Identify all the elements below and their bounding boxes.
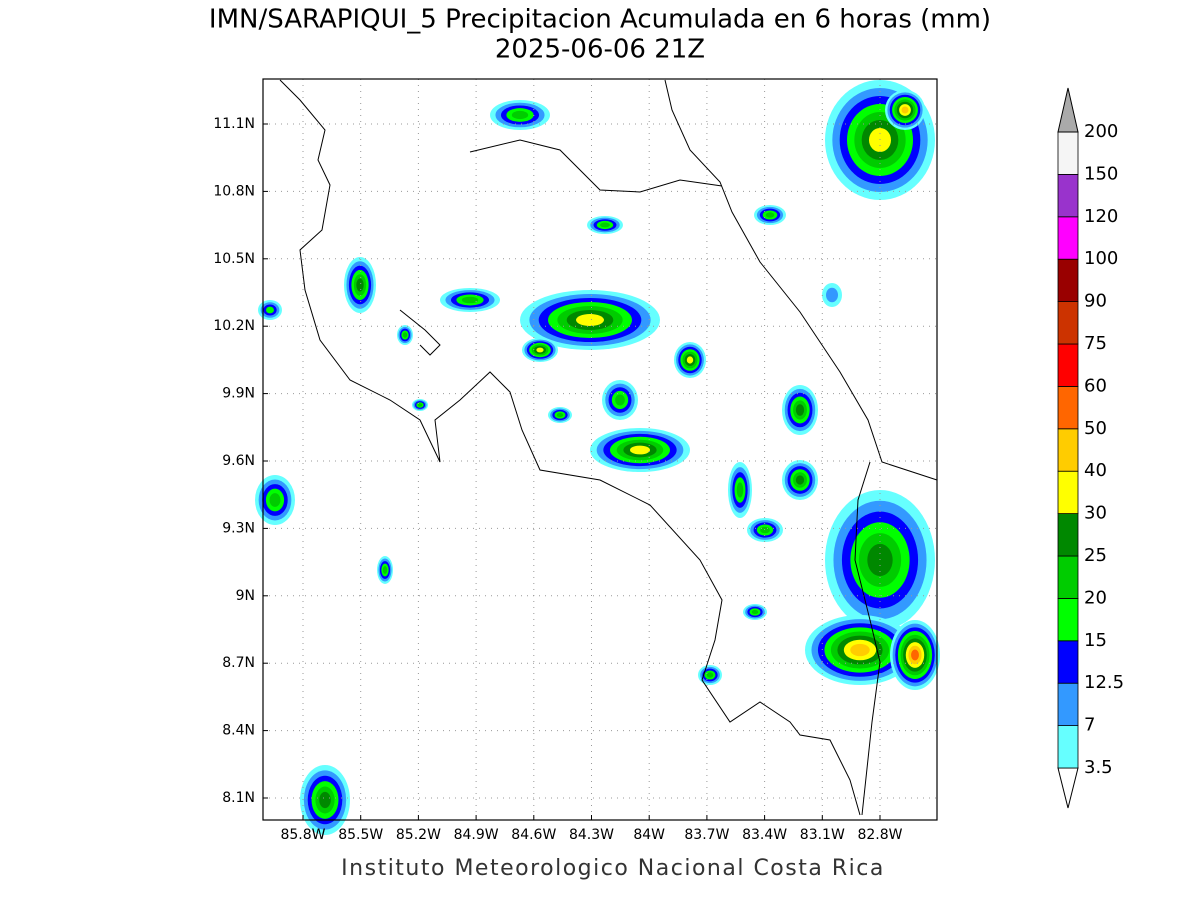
precip-contour [751, 609, 759, 615]
lon-label: 83.7W [684, 827, 729, 843]
colorbar-box [1057, 513, 1079, 557]
colorbar-label: 120 [1084, 206, 1118, 227]
precip-contour [461, 296, 479, 304]
colorbar-label: 100 [1084, 248, 1118, 269]
precip-contour [266, 306, 274, 314]
lon-label: 84.6W [511, 827, 556, 843]
colorbar-box [1057, 131, 1079, 175]
lon-label: 84W [633, 827, 665, 843]
colorbar-box [1057, 598, 1079, 642]
title: IMN/SARAPIQUI_5 Precipitacion Acumulada … [209, 5, 991, 35]
precip-contour [417, 403, 423, 407]
colorbar-box [1057, 343, 1079, 387]
precip-contour [319, 791, 331, 809]
colorbar-label: 150 [1084, 163, 1118, 184]
axis-labels: 11.1N 10.8N 10.5N 10.2N 9.9N 9.6N 9.3N 9N 8.7N 8.… [213, 116, 902, 843]
lat-label: 8.1N [222, 790, 255, 806]
colorbar-box [1057, 385, 1079, 430]
precip-contour [706, 672, 714, 678]
lon-label: 85.8W [280, 827, 325, 843]
lat-label: 8.4N [222, 723, 255, 739]
colorbar-label: 30 [1084, 503, 1107, 524]
precip-contour [382, 566, 388, 574]
colorbar-label: 50 [1084, 418, 1107, 439]
lat-label: 11.1N [213, 116, 255, 132]
precip-contour [826, 287, 838, 303]
lon-label: 83.1W [800, 827, 845, 843]
colorbar-label: 25 [1084, 545, 1107, 566]
precip-contour [795, 475, 805, 485]
colorbar-under [1057, 767, 1079, 809]
precip-contour [556, 412, 564, 418]
lat-label: 9.9N [222, 386, 255, 402]
panama-border [854, 461, 881, 816]
lat-label: 10.5N [213, 251, 255, 267]
precip-contour [901, 106, 909, 114]
lon-label: 85.5W [338, 827, 383, 843]
map-frame [262, 78, 938, 821]
colorbar-box [1057, 216, 1079, 260]
lat-label: 10.2N [213, 318, 255, 334]
colorbar-box [1057, 301, 1079, 345]
colorbar-label: 40 [1084, 460, 1107, 481]
lon-label: 82.8W [857, 827, 902, 843]
lat-label: 9.3N [222, 520, 255, 536]
colorbar-label: 15 [1084, 630, 1107, 651]
lon-label: 84.9W [454, 827, 499, 843]
credit: Instituto Meteorologico Nacional Costa R… [341, 856, 885, 881]
colorbar-box [1057, 725, 1079, 769]
precip-contour [536, 347, 544, 353]
graticule [263, 79, 937, 820]
colorbar-label: 3.5 [1084, 757, 1113, 778]
precip-contour [765, 212, 775, 218]
precip-contour [736, 482, 744, 498]
precip-contour [600, 222, 610, 228]
lat-label: 10.8N [213, 183, 255, 199]
colorbar-box [1057, 428, 1079, 472]
caribbean-coast [664, 79, 938, 481]
lon-label: 84.3W [569, 827, 614, 843]
precip-contour [402, 332, 408, 338]
map-area [255, 78, 940, 835]
lat-label: 9N [236, 588, 255, 604]
colorbar-box [1057, 640, 1079, 684]
colorbar-label: 20 [1084, 587, 1107, 608]
colorbar-box [1057, 173, 1079, 218]
precip-contour [850, 643, 870, 657]
pacific-coast [279, 79, 861, 816]
colorbar-box [1057, 555, 1079, 599]
precip-contour [630, 445, 650, 455]
precip-contour [511, 110, 529, 120]
precip-contour [576, 314, 604, 326]
nicoya-gulf [399, 309, 441, 356]
lon-label: 83.4W [742, 827, 787, 843]
lat-label: 8.7N [222, 655, 255, 671]
colorbar-label: 12.5 [1084, 672, 1124, 693]
colorbar-box [1057, 682, 1079, 727]
nicaragua-border [469, 139, 723, 193]
colorbar-label: 200 [1084, 121, 1118, 142]
precip-contour [795, 404, 805, 416]
colorbar-box [1057, 470, 1079, 515]
colorbar-label: 75 [1084, 333, 1107, 354]
subtitle: 2025-06-06 21Z [495, 35, 705, 65]
precip-contour [269, 493, 281, 507]
lat-label: 9.6N [222, 453, 255, 469]
precip-field [255, 80, 940, 835]
precip-contour [615, 394, 625, 406]
colorbar-label: 60 [1084, 375, 1107, 396]
precip-contour [911, 649, 919, 661]
precip-contour [356, 278, 364, 292]
colorbar-box [1057, 258, 1079, 303]
colorbar-over [1057, 87, 1079, 133]
colorbar-label: 7 [1084, 715, 1095, 736]
precip-contour [686, 356, 694, 364]
colorbar: 3.5 7 12.5 15 20 25 30 40 50 60 75 90 100 120 150 200 [1057, 87, 1124, 809]
lon-label: 85.2W [396, 827, 441, 843]
colorbar-label: 90 [1084, 291, 1107, 312]
